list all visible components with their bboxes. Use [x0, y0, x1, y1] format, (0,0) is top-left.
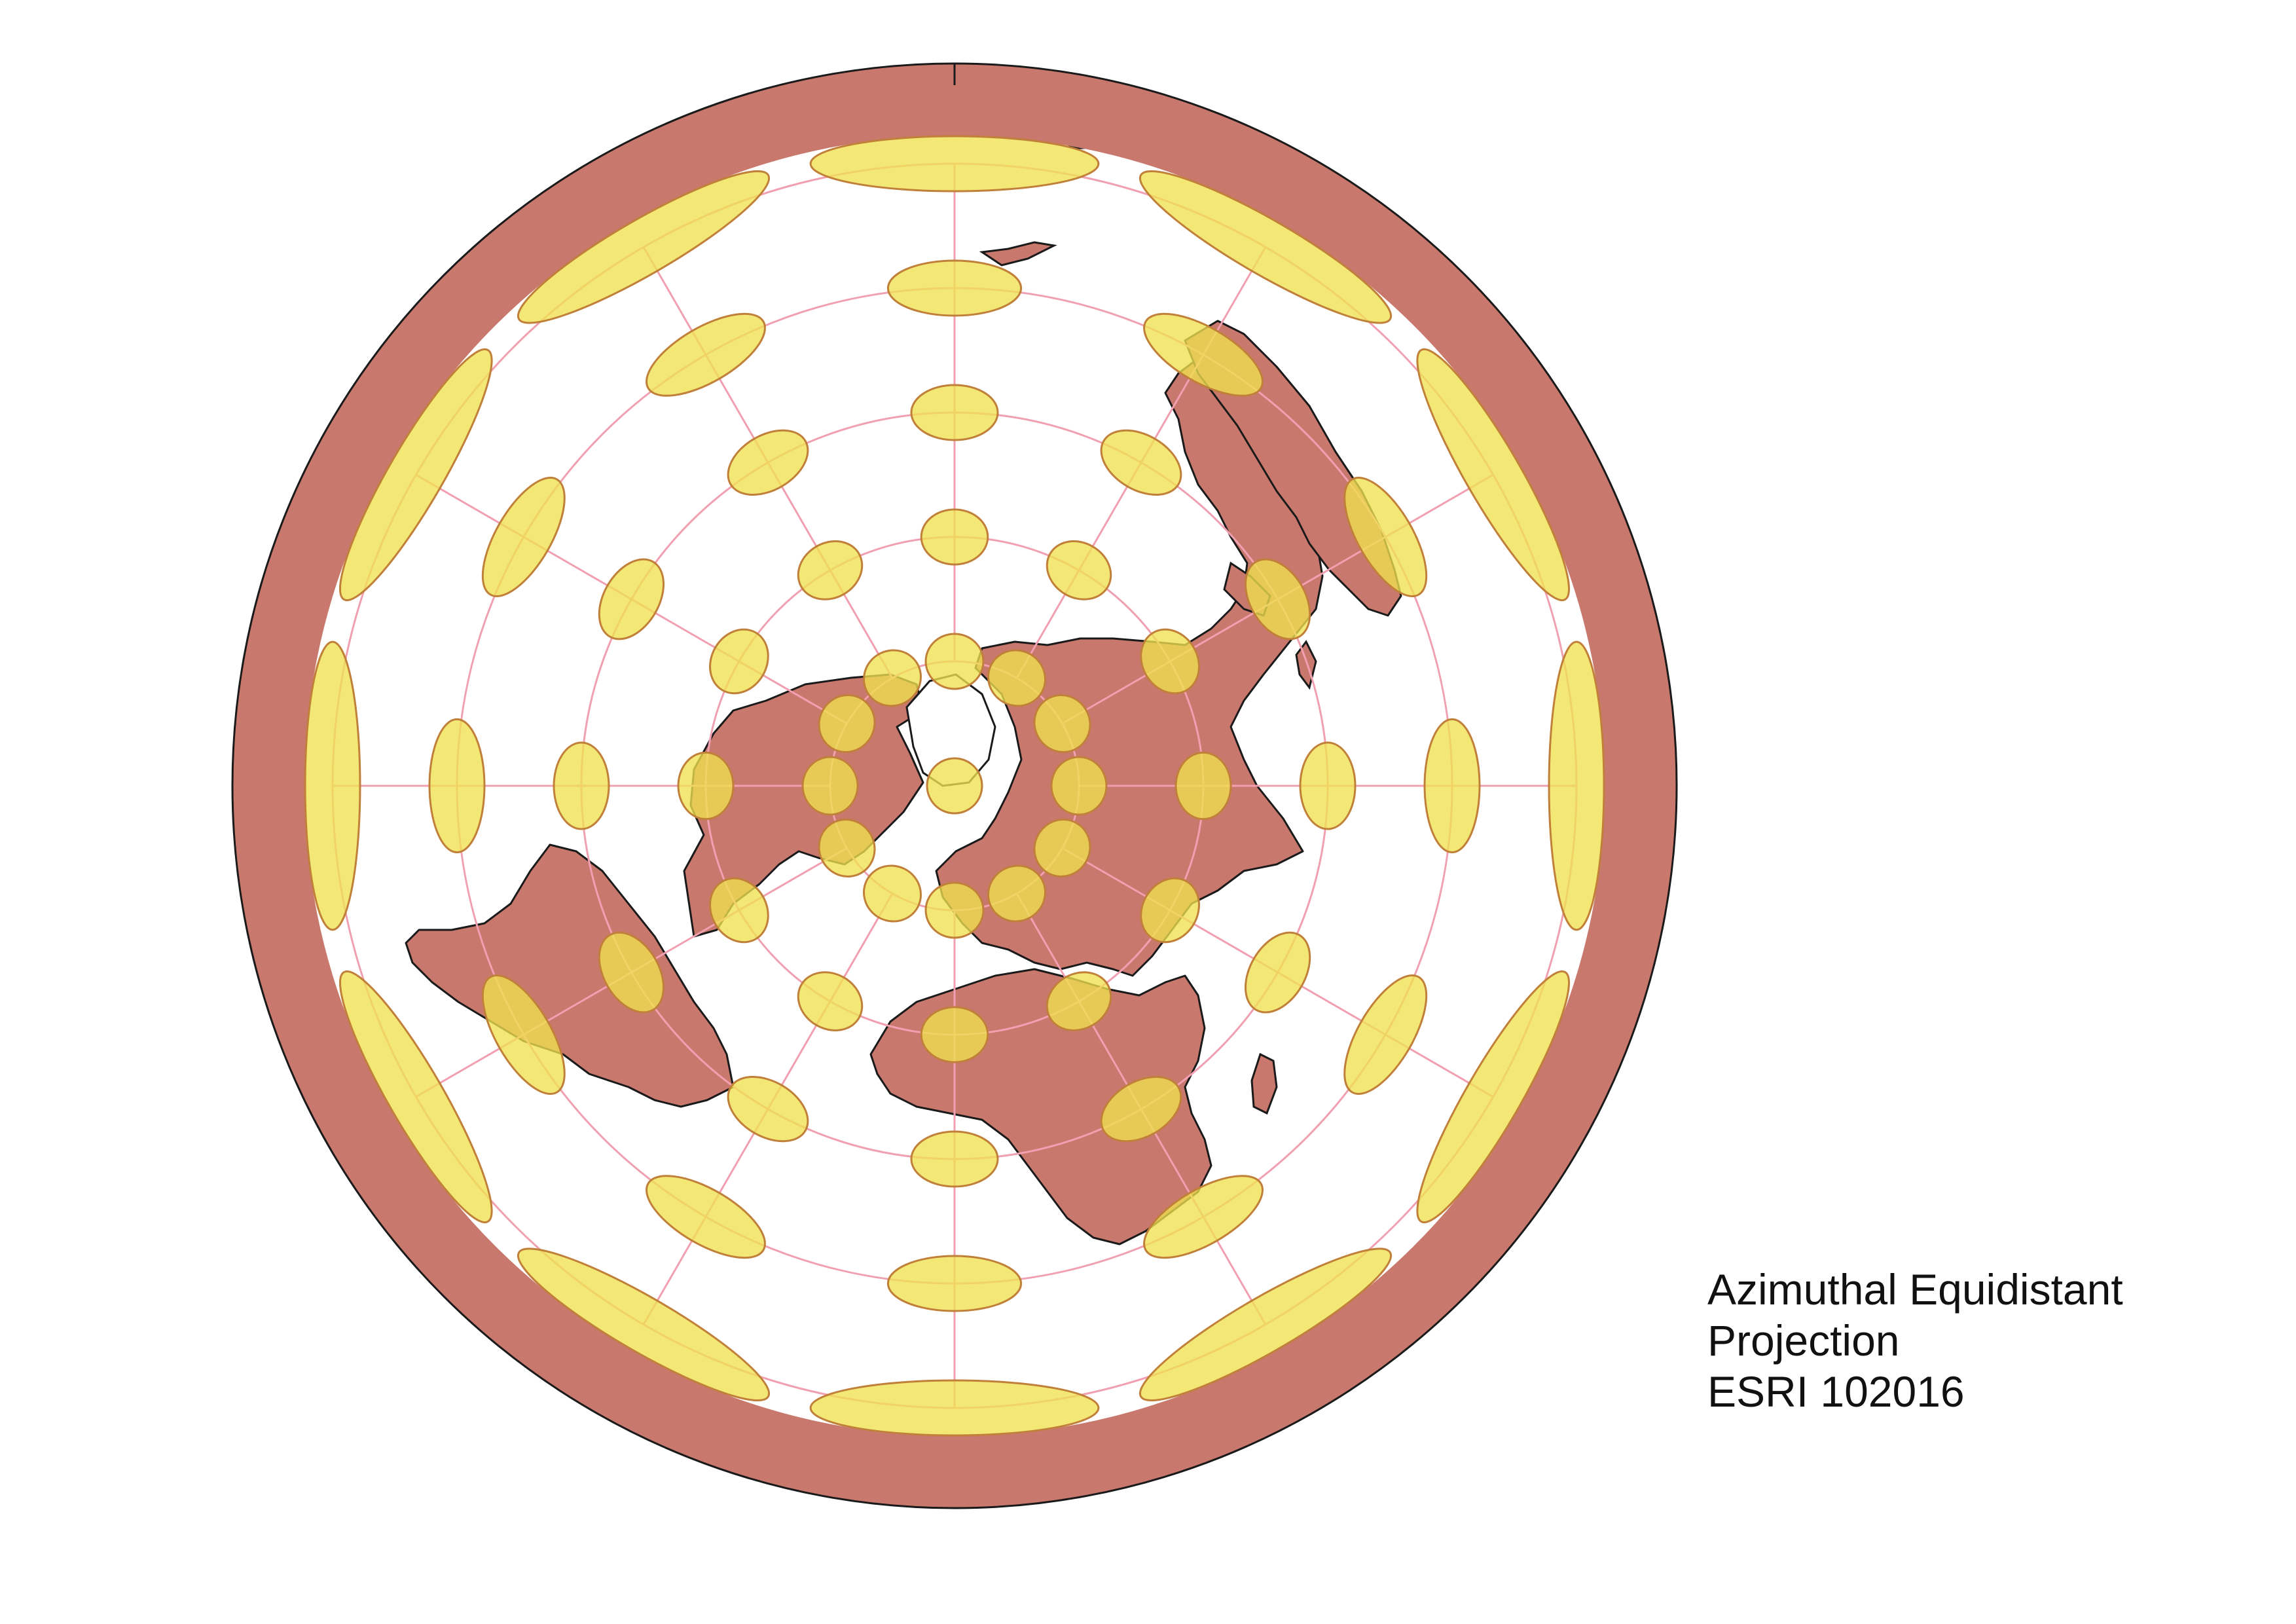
- tissot-ellipse: [1046, 971, 1112, 1031]
- tissot-ellipse: [304, 640, 361, 931]
- tissot-ellipse: [801, 756, 859, 816]
- tissot-ellipse: [481, 974, 566, 1095]
- tissot-ellipse: [1139, 1247, 1393, 1402]
- tissot-ellipse: [1143, 1175, 1264, 1259]
- tissot-ellipse: [1140, 628, 1200, 695]
- tissot-ellipse: [809, 1379, 1100, 1437]
- tissot-ellipse: [1244, 558, 1311, 640]
- tissot-ellipse: [910, 1130, 999, 1188]
- tissot-ellipse: [338, 348, 493, 602]
- tissot-ellipse: [1244, 931, 1311, 1014]
- tissot-ellipse: [598, 931, 665, 1014]
- tissot-ellipse: [677, 751, 735, 821]
- tissot-ellipse: [797, 971, 864, 1031]
- map-caption: Azimuthal Equidistant Projection ESRI 10…: [1707, 1264, 2123, 1417]
- tissot-ellipse: [1100, 1075, 1182, 1143]
- tissot-ellipse: [1416, 348, 1571, 602]
- tissot-ellipse: [1175, 751, 1232, 821]
- tissot-ellipse: [1046, 540, 1112, 600]
- tissot-ellipse: [428, 718, 486, 854]
- tissot-ellipse: [809, 135, 1100, 193]
- tissot-ellipse: [818, 693, 876, 754]
- tissot-ellipse: [1299, 741, 1357, 830]
- tissot-ellipse: [481, 477, 566, 597]
- caption-line-3: ESRI 102016: [1707, 1367, 1965, 1416]
- tissot-ellipse: [1423, 718, 1481, 854]
- tissot-pole-circle: [926, 757, 983, 815]
- tissot-ellipse: [727, 1075, 809, 1143]
- tissot-ellipse: [797, 540, 864, 600]
- tissot-ellipse: [1416, 970, 1571, 1224]
- tissot-ellipse: [598, 558, 665, 640]
- caption-line-1: Azimuthal Equidistant: [1707, 1265, 2123, 1314]
- tissot-ellipse: [924, 633, 985, 690]
- tissot-ellipse: [1140, 877, 1200, 944]
- land-new-zealand: [979, 241, 1057, 267]
- tissot-ellipse: [886, 259, 1023, 317]
- land-madagascar: [1250, 1052, 1278, 1115]
- tissot-ellipse: [1343, 477, 1428, 597]
- tissot-ellipse: [338, 970, 493, 1224]
- tissot-ellipse: [862, 864, 922, 923]
- tissot-ellipse: [1033, 818, 1091, 878]
- tissot-ellipse: [920, 1006, 989, 1063]
- tissot-ellipse: [920, 508, 989, 566]
- tissot-ellipse: [987, 864, 1047, 923]
- caption-line-2: Projection: [1707, 1316, 1900, 1365]
- tissot-ellipse: [1143, 312, 1264, 397]
- tissot-ellipse: [517, 170, 771, 324]
- tissot-ellipse: [709, 628, 769, 695]
- tissot-ellipse: [1100, 429, 1182, 496]
- tissot-ellipse: [1343, 974, 1428, 1095]
- tissot-ellipse: [924, 881, 985, 939]
- tissot-ellipse: [553, 741, 610, 830]
- tissot-ellipse: [646, 1175, 766, 1259]
- tissot-ellipse: [1050, 756, 1108, 816]
- tissot-ellipse: [818, 818, 876, 878]
- tissot-ellipse: [862, 649, 922, 707]
- tissot-ellipse: [646, 312, 766, 397]
- tissot-ellipse: [987, 649, 1047, 707]
- tissot-ellipse: [910, 384, 999, 441]
- tissot-ellipse: [1548, 640, 1605, 931]
- tissot-ellipse: [709, 877, 769, 944]
- tissot-ellipse: [727, 429, 809, 496]
- tissot-ellipse: [517, 1247, 771, 1402]
- tissot-ellipse: [886, 1255, 1023, 1312]
- tissot-ellipse: [1033, 693, 1091, 754]
- tissot-indicatrices: [304, 135, 1605, 1437]
- tissot-ellipse: [1139, 170, 1393, 324]
